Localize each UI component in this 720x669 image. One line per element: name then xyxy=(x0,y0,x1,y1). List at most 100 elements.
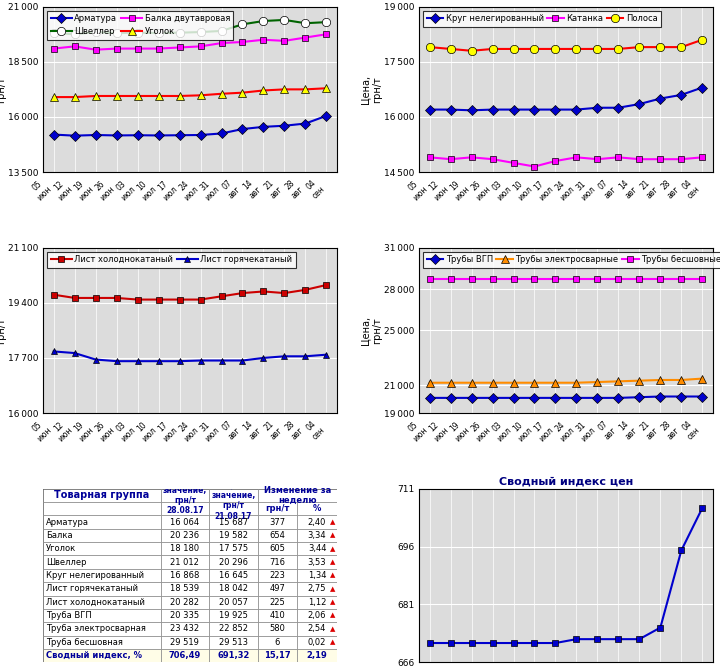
Text: Труба ВГП: Труба ВГП xyxy=(46,611,92,620)
Text: 2,40: 2,40 xyxy=(308,518,326,527)
Text: 3,44: 3,44 xyxy=(308,545,326,553)
Text: ▲: ▲ xyxy=(330,613,336,619)
Bar xyxy=(297,582,337,595)
Bar xyxy=(161,515,209,529)
Bar xyxy=(258,609,297,622)
Text: 20 282: 20 282 xyxy=(171,597,199,607)
Bar xyxy=(297,595,337,609)
Bar xyxy=(209,582,258,595)
Bar xyxy=(209,622,258,636)
Text: 3,53: 3,53 xyxy=(307,558,326,567)
Bar xyxy=(258,569,297,582)
Bar xyxy=(209,569,258,582)
Text: 15,17: 15,17 xyxy=(264,651,291,660)
Bar xyxy=(161,582,209,595)
Text: 20 335: 20 335 xyxy=(171,611,199,620)
Text: Круг нелегированный: Круг нелегированный xyxy=(46,571,144,580)
Text: Лист горячекатаный: Лист горячекатаный xyxy=(46,584,138,593)
Text: 410: 410 xyxy=(269,611,285,620)
Bar xyxy=(43,569,161,582)
Legend: Арматура, Швеллер, Балка двутавровая, Уголок: Арматура, Швеллер, Балка двутавровая, Уг… xyxy=(48,11,233,39)
Text: 23 432: 23 432 xyxy=(171,624,199,634)
Bar xyxy=(258,595,297,609)
Bar xyxy=(297,515,337,529)
Text: 17 575: 17 575 xyxy=(219,545,248,553)
Text: 6: 6 xyxy=(275,638,280,647)
Y-axis label: Цена,
грн/т: Цена, грн/т xyxy=(0,75,6,104)
Text: 29 519: 29 519 xyxy=(171,638,199,647)
Bar xyxy=(209,609,258,622)
Text: ▲: ▲ xyxy=(330,599,336,605)
Text: 3,34: 3,34 xyxy=(307,531,326,540)
Text: 29 513: 29 513 xyxy=(219,638,248,647)
Bar xyxy=(209,595,258,609)
Y-axis label: Цена,
грн/т: Цена, грн/т xyxy=(0,316,6,345)
Bar xyxy=(161,502,209,515)
Bar xyxy=(209,542,258,555)
Bar xyxy=(297,502,337,515)
Text: 2,54: 2,54 xyxy=(308,624,326,634)
Bar xyxy=(209,502,258,515)
Bar xyxy=(43,622,161,636)
Bar xyxy=(258,488,337,502)
Legend: Лист холоднокатаный, Лист горячекатаный: Лист холоднокатаный, Лист горячекатаный xyxy=(48,252,296,268)
Text: Предыду-
щее
значение,
грн/т
21.08.17: Предыду- щее значение, грн/т 21.08.17 xyxy=(211,470,256,520)
Text: 19 925: 19 925 xyxy=(219,611,248,620)
Legend: Круг нелегированный, Катанка, Полоса: Круг нелегированный, Катанка, Полоса xyxy=(423,11,661,27)
Text: 706,49: 706,49 xyxy=(168,651,201,660)
Text: ▲: ▲ xyxy=(330,519,336,525)
Bar xyxy=(43,502,161,515)
Bar xyxy=(161,529,209,542)
Text: 691,32: 691,32 xyxy=(217,651,250,660)
Bar xyxy=(258,515,297,529)
Bar xyxy=(297,542,337,555)
Text: 716: 716 xyxy=(269,558,285,567)
Bar xyxy=(43,595,161,609)
Text: 18 180: 18 180 xyxy=(171,545,199,553)
Text: 1,34: 1,34 xyxy=(308,571,326,580)
Bar xyxy=(297,609,337,622)
Text: 22 852: 22 852 xyxy=(219,624,248,634)
Text: 497: 497 xyxy=(269,584,285,593)
Bar xyxy=(161,595,209,609)
Text: ▲: ▲ xyxy=(330,533,336,539)
Bar xyxy=(297,555,337,569)
Bar xyxy=(258,502,297,515)
Text: 15 687: 15 687 xyxy=(219,518,248,527)
Text: ▲: ▲ xyxy=(330,546,336,552)
Text: 20 296: 20 296 xyxy=(219,558,248,567)
Text: ▲: ▲ xyxy=(330,573,336,579)
Text: ▲: ▲ xyxy=(330,586,336,592)
Text: Уголок: Уголок xyxy=(46,545,76,553)
Bar xyxy=(161,636,209,649)
Bar xyxy=(209,649,258,662)
Text: Лист холоднокатаный: Лист холоднокатаный xyxy=(46,597,145,607)
Bar xyxy=(209,488,258,502)
Text: 225: 225 xyxy=(269,597,285,607)
Bar xyxy=(209,555,258,569)
Text: 20 236: 20 236 xyxy=(171,531,199,540)
Text: Товарная группа: Товарная группа xyxy=(54,490,150,500)
Bar xyxy=(258,529,297,542)
Text: 16 868: 16 868 xyxy=(170,571,199,580)
Text: 2,75: 2,75 xyxy=(308,584,326,593)
Bar xyxy=(43,515,161,529)
Text: 18 042: 18 042 xyxy=(219,584,248,593)
Bar xyxy=(43,488,161,502)
Text: 2,19: 2,19 xyxy=(307,651,328,660)
Text: Балка: Балка xyxy=(46,531,73,540)
Bar xyxy=(161,649,209,662)
Bar xyxy=(161,555,209,569)
Y-axis label: Цена,
грн/т: Цена, грн/т xyxy=(361,316,382,345)
Bar xyxy=(297,636,337,649)
Bar xyxy=(297,649,337,662)
Text: 20 057: 20 057 xyxy=(219,597,248,607)
Bar xyxy=(43,542,161,555)
Text: Труба электросварная: Труба электросварная xyxy=(46,624,146,634)
Bar xyxy=(161,622,209,636)
Bar xyxy=(43,636,161,649)
Text: 580: 580 xyxy=(269,624,285,634)
Text: ▲: ▲ xyxy=(330,626,336,632)
Text: Изменение за
неделю: Изменение за неделю xyxy=(264,486,331,505)
Bar xyxy=(209,529,258,542)
